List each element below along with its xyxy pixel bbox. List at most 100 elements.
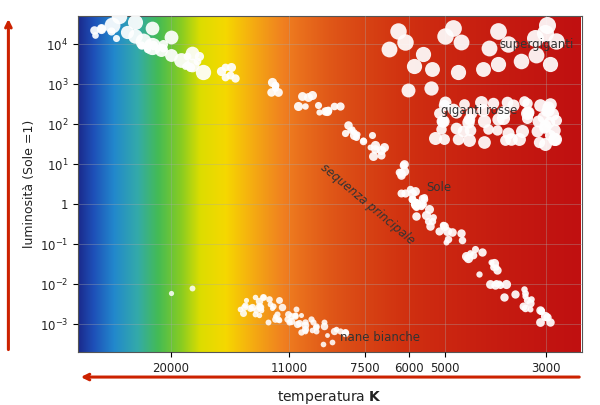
Point xyxy=(254,298,264,305)
Point xyxy=(417,194,427,201)
Point xyxy=(464,116,473,123)
Point xyxy=(295,320,304,326)
Point xyxy=(540,141,550,147)
Point xyxy=(301,319,310,325)
Point xyxy=(352,134,361,141)
Point xyxy=(358,138,368,144)
Point xyxy=(520,290,530,296)
Point xyxy=(345,127,355,133)
Point xyxy=(319,341,328,347)
Point xyxy=(300,322,310,328)
Point xyxy=(411,213,421,220)
Point xyxy=(522,296,532,303)
Point xyxy=(492,267,502,274)
Point xyxy=(176,57,186,63)
Point xyxy=(436,126,445,132)
Point xyxy=(314,109,324,115)
Point xyxy=(519,286,529,292)
Point xyxy=(407,190,416,196)
Point xyxy=(440,98,449,105)
Point xyxy=(514,136,523,142)
Point xyxy=(424,205,434,212)
Point xyxy=(270,85,280,92)
Point xyxy=(187,285,197,292)
Point xyxy=(322,107,332,114)
Point xyxy=(368,153,378,160)
Point xyxy=(491,280,501,287)
Point xyxy=(411,201,421,207)
Point xyxy=(484,45,494,51)
Point xyxy=(250,293,260,300)
Point xyxy=(542,314,552,321)
Point xyxy=(107,22,116,28)
Y-axis label: luminosità (Sole =1): luminosità (Sole =1) xyxy=(23,120,35,248)
Point xyxy=(300,325,310,332)
Point xyxy=(499,115,508,122)
Point xyxy=(430,135,440,141)
Point xyxy=(254,303,263,309)
Point xyxy=(440,33,450,39)
Point xyxy=(449,106,458,113)
Point xyxy=(550,136,560,143)
Point xyxy=(158,45,167,51)
Point xyxy=(274,89,283,95)
Point xyxy=(198,69,208,75)
Point xyxy=(400,168,409,174)
Point xyxy=(300,328,310,334)
Point xyxy=(545,132,554,138)
Point xyxy=(495,281,505,288)
Point xyxy=(545,101,555,107)
Point xyxy=(130,19,140,26)
Point xyxy=(256,304,265,310)
Point xyxy=(96,26,106,32)
Point xyxy=(277,304,286,311)
Point xyxy=(545,119,554,125)
Point xyxy=(182,52,191,59)
Point xyxy=(405,186,415,192)
Point xyxy=(365,144,375,151)
Point xyxy=(343,122,352,128)
Point xyxy=(314,101,323,108)
Point xyxy=(477,249,487,255)
Point xyxy=(370,146,379,152)
Point xyxy=(166,290,176,296)
Point xyxy=(187,50,197,56)
Point xyxy=(266,301,275,307)
Point xyxy=(347,126,357,132)
Point xyxy=(220,63,230,70)
Point xyxy=(300,103,310,109)
Point xyxy=(292,321,302,328)
Point xyxy=(147,43,157,49)
Point xyxy=(122,29,131,35)
Point xyxy=(549,136,559,142)
Point xyxy=(439,136,449,142)
Point xyxy=(498,109,508,115)
Point xyxy=(149,42,158,48)
Point xyxy=(526,300,535,307)
Text: giganti rosse: giganti rosse xyxy=(441,104,518,117)
Point xyxy=(290,311,299,318)
Point xyxy=(396,170,406,176)
Point xyxy=(536,307,545,314)
Point xyxy=(476,99,485,106)
Point xyxy=(463,119,473,125)
Point xyxy=(185,63,194,70)
Point xyxy=(284,319,294,326)
Point xyxy=(419,196,429,202)
Text: nane bianche: nane bianche xyxy=(340,331,420,344)
Point xyxy=(479,138,489,145)
Point xyxy=(488,100,498,106)
Point xyxy=(328,339,337,345)
Point xyxy=(111,34,121,41)
Text: Sole: Sole xyxy=(426,181,451,194)
Point xyxy=(545,319,555,326)
Point xyxy=(442,227,452,234)
Point xyxy=(419,194,428,200)
Point xyxy=(518,303,528,309)
Point xyxy=(311,324,321,330)
Point xyxy=(517,128,527,134)
Point xyxy=(358,137,368,144)
Point xyxy=(479,107,488,113)
Point xyxy=(418,202,427,208)
Point xyxy=(250,311,260,318)
